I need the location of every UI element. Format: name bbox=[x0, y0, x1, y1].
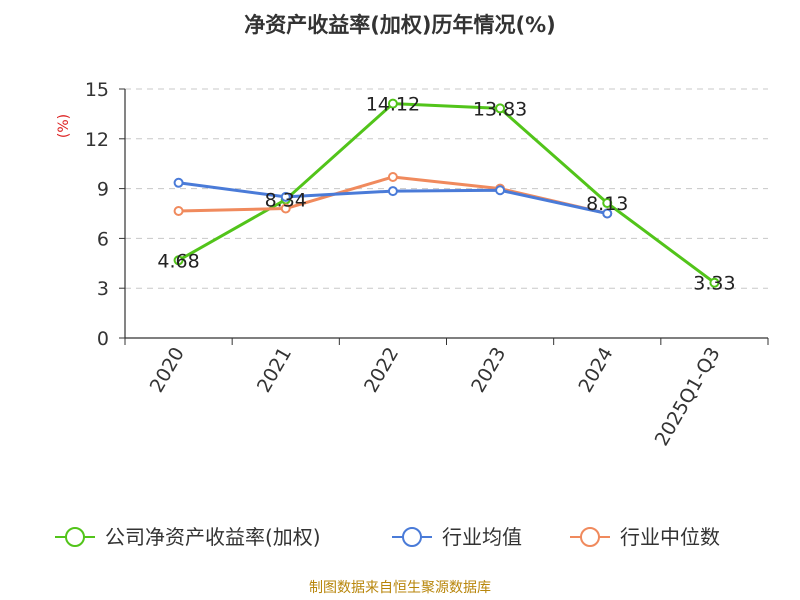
source-note: 制图数据来自恒生聚源数据库 bbox=[309, 580, 491, 596]
data-point bbox=[709, 277, 720, 288]
data-label: 8.13 bbox=[586, 193, 628, 215]
legend-label: 行业均值 bbox=[442, 525, 522, 549]
y-tick-label: 6 bbox=[97, 228, 109, 250]
x-tick-label: 2020 bbox=[146, 344, 189, 397]
y-axis-unit: (%) bbox=[56, 114, 72, 138]
data-point bbox=[173, 177, 184, 188]
data-point bbox=[387, 98, 398, 109]
chart-title: 净资产收益率(加权)历年情况(%) bbox=[244, 13, 555, 37]
data-label: 13.83 bbox=[473, 98, 527, 120]
x-tick-label: 2023 bbox=[467, 344, 510, 397]
legend: 公司净资产收益率(加权) 行业均值 行业中位数 bbox=[55, 525, 720, 549]
legend-label: 行业中位数 bbox=[620, 525, 720, 549]
y-tick-label: 3 bbox=[97, 278, 109, 300]
data-label: 14.12 bbox=[366, 94, 420, 116]
y-tick-label: 0 bbox=[97, 328, 109, 350]
data-label: 3.33 bbox=[693, 273, 735, 295]
legend-swatch-marker bbox=[402, 527, 422, 547]
data-point bbox=[602, 198, 613, 209]
data-point bbox=[173, 206, 184, 217]
data-point bbox=[387, 186, 398, 197]
data-point bbox=[280, 203, 291, 214]
legend-swatch-marker bbox=[65, 527, 85, 547]
data-point bbox=[280, 191, 291, 202]
data-label: 4.68 bbox=[157, 250, 199, 272]
data-point bbox=[495, 185, 506, 196]
grid bbox=[125, 88, 768, 289]
series bbox=[173, 98, 720, 288]
y-tick-label: 12 bbox=[85, 129, 109, 151]
x-tick-label: 2021 bbox=[253, 344, 296, 397]
x-tick-label: 2022 bbox=[360, 344, 403, 397]
data-point bbox=[173, 255, 184, 266]
legend-label: 公司净资产收益率(加权) bbox=[105, 525, 321, 549]
data-label: 8.34 bbox=[265, 190, 307, 212]
data-point bbox=[387, 171, 398, 182]
x-tick-label: 2024 bbox=[574, 344, 617, 397]
legend-swatch-marker bbox=[580, 527, 600, 547]
data-labels: 4.68 8.34 14.12 13.83 8.13 3.33 bbox=[157, 94, 735, 295]
y-tick-label: 9 bbox=[97, 179, 109, 201]
data-point bbox=[602, 208, 613, 219]
data-point bbox=[495, 103, 506, 114]
y-tick-label: 15 bbox=[85, 79, 109, 101]
x-tick-label: 2025Q1-Q3 bbox=[651, 344, 725, 450]
